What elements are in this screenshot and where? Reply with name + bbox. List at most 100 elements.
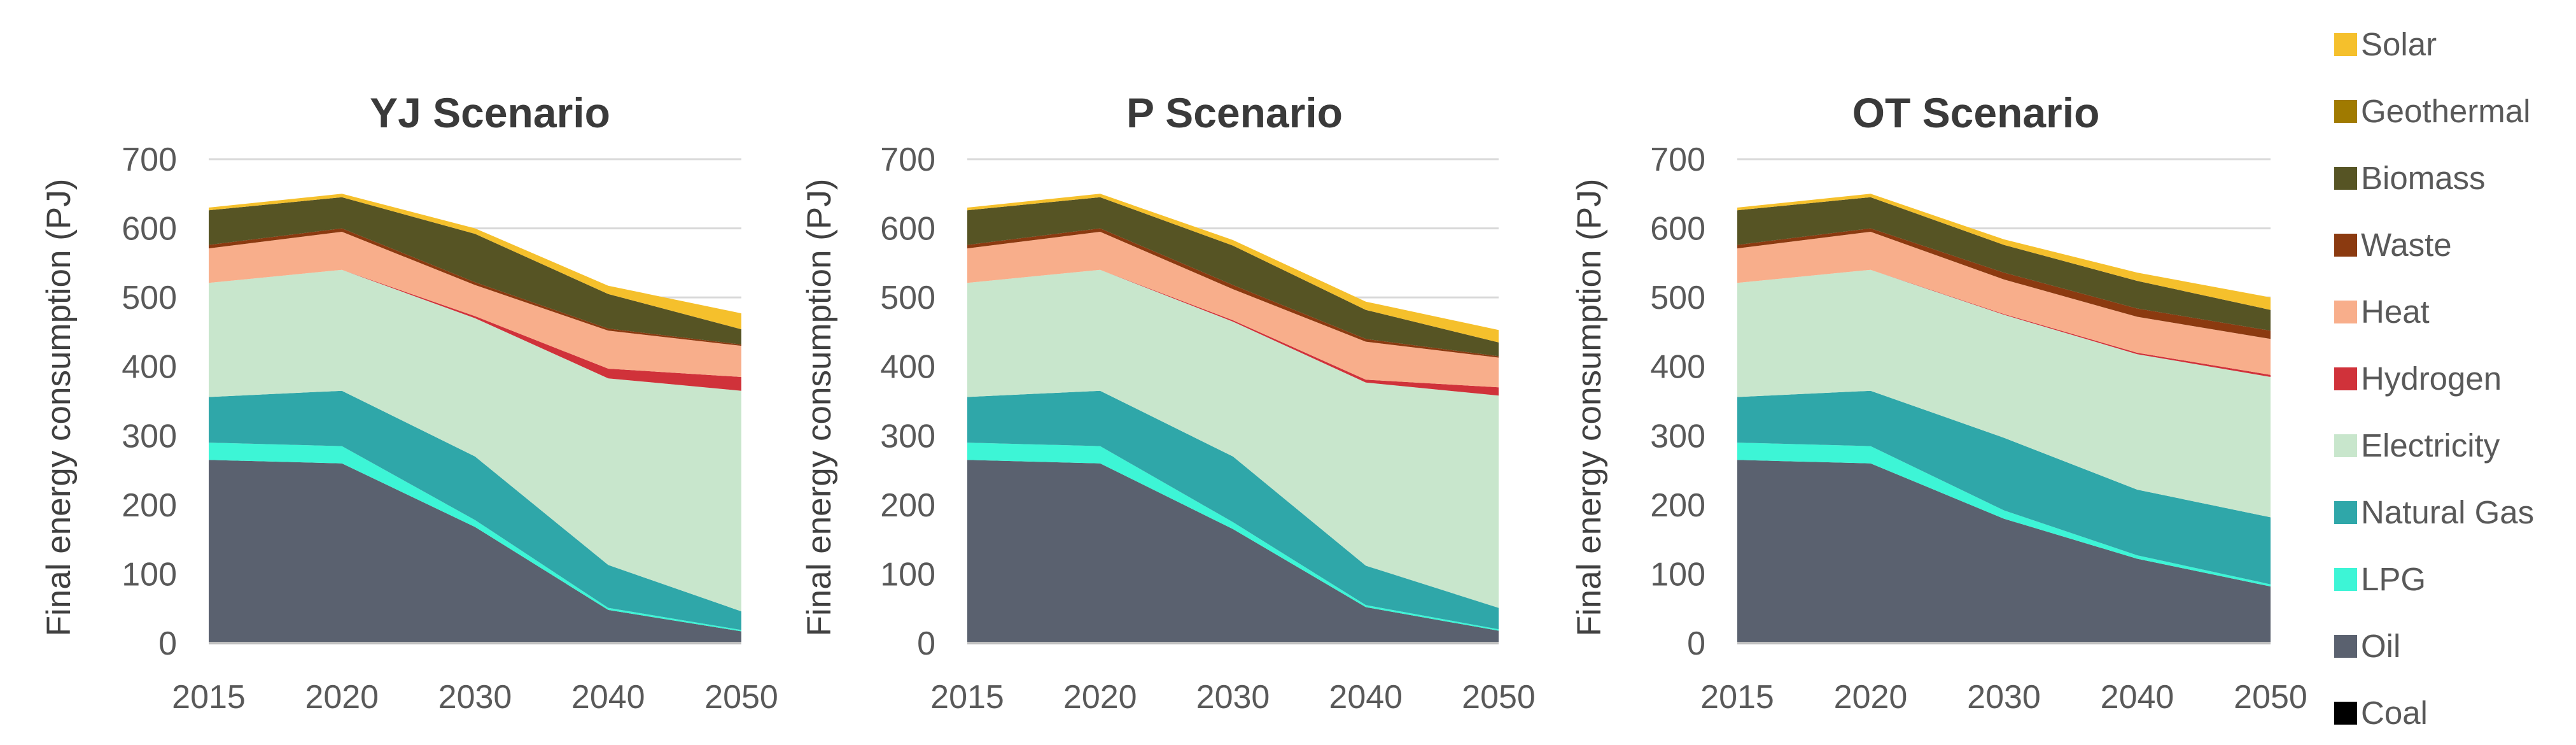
- legend-item: Hydrogen: [2334, 360, 2502, 397]
- legend-label: Electricity: [2361, 427, 2500, 464]
- area-electricity: [967, 269, 1499, 608]
- y-tick-label: 700: [1650, 141, 1705, 178]
- y-tick-label: 100: [1650, 556, 1705, 593]
- legend-swatch: [2334, 33, 2357, 56]
- legend-label: Natural Gas: [2361, 494, 2534, 530]
- y-tick-label: 200: [122, 487, 177, 524]
- x-tick-label: 2015: [930, 679, 1004, 716]
- areas: [209, 194, 741, 643]
- y-tick-label: 400: [880, 349, 935, 386]
- legend-swatch: [2334, 367, 2357, 390]
- y-tick-label: 300: [1650, 418, 1705, 455]
- legend-item: LPG: [2334, 561, 2426, 597]
- y-tick-label: 600: [122, 211, 177, 248]
- x-tick-label: 2015: [172, 679, 246, 716]
- x-tick-label: 2040: [1329, 679, 1403, 716]
- chart-2: 0 100 200 300 400 500 600 700 2015 2020 2030 2040 20…: [1571, 89, 2307, 716]
- legend-item: Solar: [2334, 26, 2437, 62]
- legend-label: Hydrogen: [2361, 360, 2502, 397]
- x-tick-label: 2020: [305, 679, 379, 716]
- area-biomass: [209, 197, 741, 344]
- area-waste: [209, 228, 741, 346]
- area-natural-gas: [209, 390, 741, 630]
- x-tick-label: 2050: [1462, 679, 1536, 716]
- y-tick-label: 100: [880, 556, 935, 593]
- x-tick-label: 2030: [1196, 679, 1270, 716]
- y-tick-label: 300: [880, 418, 935, 455]
- x-tick-label: 2030: [438, 679, 512, 716]
- legend-label: Coal: [2361, 695, 2428, 731]
- y-tick-label: 600: [1650, 211, 1705, 248]
- legend-swatch: [2334, 234, 2357, 257]
- y-axis-label: Final energy consumption (PJ): [40, 179, 78, 637]
- area-heat: [1737, 232, 2271, 375]
- y-tick-label: 700: [122, 141, 177, 178]
- area-natural-gas: [967, 390, 1499, 630]
- y-axis-label: Final energy consumption (PJ): [1571, 179, 1608, 637]
- legend-swatch: [2334, 100, 2357, 123]
- legend-swatch: [2334, 501, 2357, 524]
- x-tick-label: 2020: [1834, 679, 1908, 716]
- y-tick-label: 300: [122, 418, 177, 455]
- area-electricity: [1737, 269, 2271, 518]
- legend-swatch: [2334, 702, 2357, 725]
- legend-swatch: [2334, 167, 2357, 190]
- y-tick-label: 0: [917, 625, 935, 662]
- legend-label: Waste: [2361, 227, 2452, 263]
- charts: 0 100 200 300 400 500 600 700 2015 2020 2030 2040 20…: [40, 89, 2307, 716]
- areas: [1737, 194, 2271, 643]
- area-biomass: [967, 197, 1499, 357]
- area-oil: [209, 460, 741, 643]
- area-heat: [967, 232, 1499, 388]
- y-tick-label: 100: [122, 556, 177, 593]
- y-tick-label: 0: [158, 625, 177, 662]
- y-tick-label: 400: [1650, 349, 1705, 386]
- y-tick-label: 400: [122, 349, 177, 386]
- area-solar: [967, 194, 1499, 343]
- legend-swatch: [2334, 434, 2357, 457]
- legend-swatch: [2334, 301, 2357, 323]
- x-tick-label: 2050: [704, 679, 778, 716]
- area-solar: [1737, 194, 2271, 310]
- chart-title: YJ Scenario: [370, 89, 610, 136]
- x-tick-label: 2040: [2101, 679, 2174, 716]
- area-oil: [1737, 460, 2271, 643]
- legend-item: Electricity: [2334, 427, 2500, 464]
- y-tick-label: 500: [122, 280, 177, 316]
- areas: [967, 194, 1499, 643]
- legend-item: Biomass: [2334, 160, 2486, 196]
- legend-label: Oil: [2361, 628, 2400, 664]
- legend-item: Waste: [2334, 227, 2452, 263]
- chart-1: 0 100 200 300 400 500 600 700 2015 2020 2030 2040 20…: [801, 89, 1536, 716]
- y-tick-label: 0: [1687, 625, 1705, 662]
- legend-label: Solar: [2361, 26, 2437, 62]
- chart-title: P Scenario: [1126, 89, 1343, 136]
- x-tick-label: 2050: [2234, 679, 2307, 716]
- area-natural-gas: [1737, 390, 2271, 585]
- area-waste: [967, 228, 1499, 358]
- y-tick-label: 700: [880, 141, 935, 178]
- y-axis-label: Final energy consumption (PJ): [801, 179, 838, 637]
- legend: Solar Geothermal Biomass Waste Heat Hydrogen E…: [2334, 26, 2534, 731]
- legend-swatch: [2334, 568, 2357, 591]
- x-tick-label: 2020: [1063, 679, 1137, 716]
- x-tick-label: 2015: [1700, 679, 1774, 716]
- chart-0: 0 100 200 300 400 500 600 700 2015 2020 2030 2040 20…: [40, 89, 778, 716]
- area-lpg: [1737, 443, 2271, 586]
- legend-item: Oil: [2334, 628, 2400, 664]
- y-tick-label: 200: [880, 487, 935, 524]
- area-biomass: [1737, 197, 2271, 331]
- legend-label: Biomass: [2361, 160, 2486, 196]
- legend-item: Heat: [2334, 294, 2430, 330]
- legend-label: Geothermal: [2361, 93, 2530, 129]
- y-tick-label: 500: [1650, 280, 1705, 316]
- legend-item: Geothermal: [2334, 93, 2530, 129]
- chart-title: OT Scenario: [1852, 89, 2100, 136]
- legend-item: Coal: [2334, 695, 2428, 731]
- y-tick-label: 500: [880, 280, 935, 316]
- y-tick-label: 200: [1650, 487, 1705, 524]
- area-waste: [1737, 228, 2271, 339]
- legend-swatch: [2334, 635, 2357, 658]
- y-tick-label: 600: [880, 211, 935, 248]
